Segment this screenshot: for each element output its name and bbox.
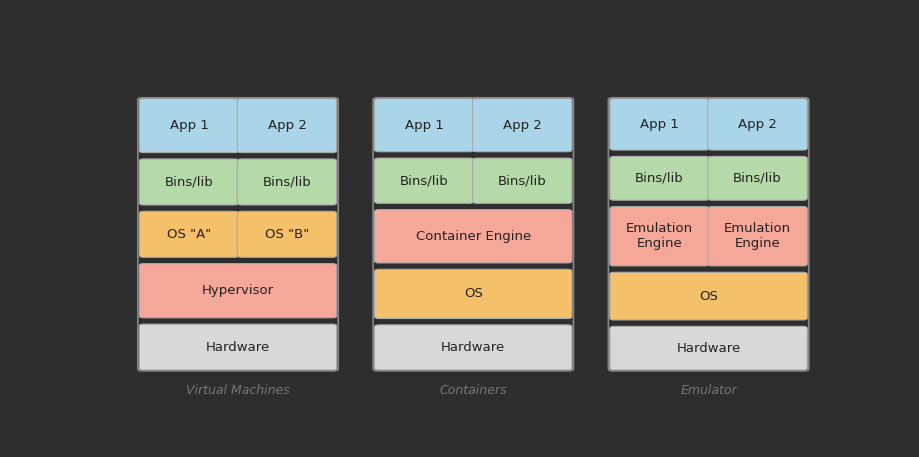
Text: Hypervisor: Hypervisor	[201, 284, 274, 297]
FancyBboxPatch shape	[707, 207, 807, 266]
FancyBboxPatch shape	[237, 159, 336, 205]
Text: OS: OS	[698, 290, 717, 303]
Text: Emulator: Emulator	[679, 384, 736, 398]
Text: App 2: App 2	[267, 119, 306, 132]
FancyBboxPatch shape	[374, 325, 572, 370]
FancyBboxPatch shape	[139, 324, 336, 370]
FancyBboxPatch shape	[237, 98, 336, 153]
Text: Bins/lib: Bins/lib	[262, 175, 311, 188]
FancyBboxPatch shape	[374, 210, 572, 263]
FancyBboxPatch shape	[609, 272, 807, 320]
Text: Emulation
Engine: Emulation Engine	[723, 222, 790, 250]
Text: Bins/lib: Bins/lib	[165, 175, 213, 188]
Text: OS: OS	[463, 287, 482, 300]
FancyBboxPatch shape	[139, 98, 238, 153]
FancyBboxPatch shape	[139, 159, 238, 205]
Text: Hardware: Hardware	[441, 341, 505, 354]
Text: OS "B": OS "B"	[265, 228, 309, 241]
FancyBboxPatch shape	[472, 158, 572, 203]
Text: App 2: App 2	[737, 118, 777, 131]
FancyBboxPatch shape	[609, 156, 709, 200]
FancyBboxPatch shape	[609, 207, 709, 266]
FancyBboxPatch shape	[707, 98, 807, 150]
Text: Virtual Machines: Virtual Machines	[186, 384, 289, 398]
FancyBboxPatch shape	[707, 156, 807, 200]
Text: OS "A": OS "A"	[166, 228, 210, 241]
FancyBboxPatch shape	[139, 211, 238, 257]
Text: App 1: App 1	[404, 119, 443, 132]
Text: Emulation
Engine: Emulation Engine	[625, 222, 692, 250]
Text: App 1: App 1	[169, 119, 209, 132]
Text: Containers: Containers	[439, 384, 506, 398]
Text: Bins/lib: Bins/lib	[400, 174, 448, 187]
FancyBboxPatch shape	[609, 98, 709, 150]
Text: Bins/lib: Bins/lib	[732, 172, 781, 185]
FancyBboxPatch shape	[374, 158, 473, 203]
Text: Bins/lib: Bins/lib	[497, 174, 546, 187]
Text: App 1: App 1	[640, 118, 678, 131]
FancyBboxPatch shape	[472, 98, 572, 152]
Text: Hardware: Hardware	[675, 342, 740, 355]
FancyBboxPatch shape	[237, 211, 336, 257]
Text: Container Engine: Container Engine	[415, 230, 530, 243]
FancyBboxPatch shape	[609, 326, 807, 370]
FancyBboxPatch shape	[374, 269, 572, 319]
FancyBboxPatch shape	[139, 264, 336, 318]
FancyBboxPatch shape	[374, 98, 473, 152]
Text: Hardware: Hardware	[206, 340, 270, 354]
Text: App 2: App 2	[503, 119, 541, 132]
Text: Bins/lib: Bins/lib	[634, 172, 683, 185]
